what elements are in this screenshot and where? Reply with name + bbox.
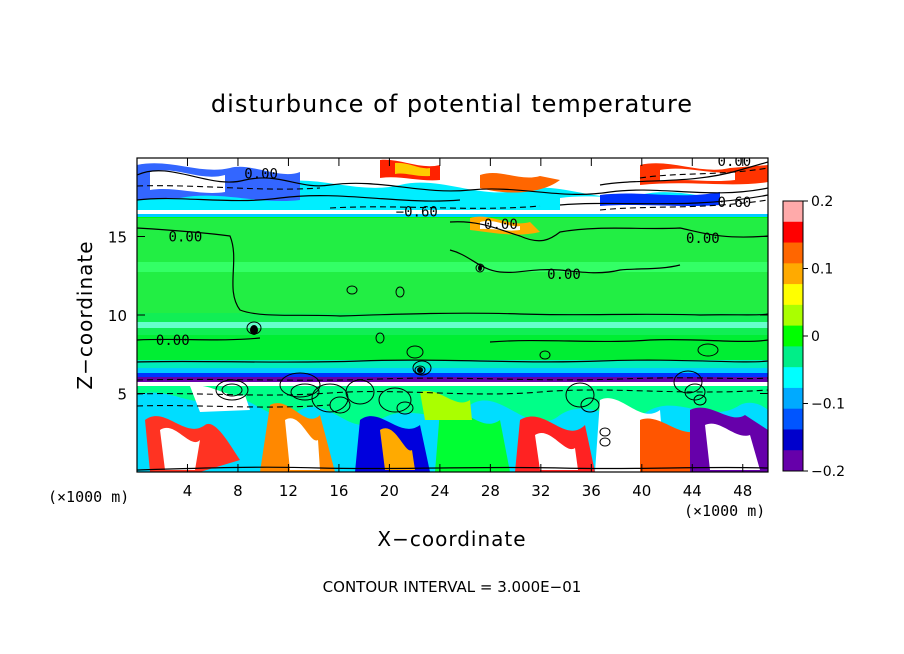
x-tick-label: 16 (329, 482, 348, 500)
x-tick-label: 48 (733, 482, 752, 500)
colorbar-segment (783, 263, 803, 285)
colorbar-tick-label: 0 (811, 329, 820, 345)
colorbar-tick-label: 0.2 (811, 194, 833, 210)
x-axis-label: X−coordinate (377, 527, 526, 551)
x-unit-right: (×1000 m) (684, 502, 765, 520)
colorbar-tick-label: −0.2 (811, 464, 845, 480)
chart-title: disturbunce of potential temperature (211, 90, 693, 118)
x-tick-label: 40 (632, 482, 651, 500)
x-tick-label: 28 (481, 482, 500, 500)
colorbar: 0.2 0.1 0 −0.1 −0.2 (782, 194, 845, 480)
contour-interval-footer: CONTOUR INTERVAL = 3.000E−01 (323, 578, 582, 596)
x-axis: 4 8 12 16 20 24 28 32 36 40 44 48 (183, 158, 752, 500)
colorbar-segment (783, 429, 803, 451)
y-tick-label: 10 (108, 307, 127, 325)
y-tick-label: 5 (117, 386, 127, 404)
colorbar-segment (783, 242, 803, 264)
contour-label: 0.00 (156, 333, 190, 349)
colorbar-segment (783, 408, 803, 430)
x-tick-label: 20 (380, 482, 399, 500)
contour-label: 0.00 (169, 230, 203, 246)
colorbar-tick-label: 0.1 (811, 262, 833, 278)
contour-label: 0.00 (718, 154, 752, 170)
colorbar-segment (783, 325, 803, 347)
colorbar-segment (783, 367, 803, 389)
contour-label: 0.00 (244, 167, 278, 183)
colorbar-segment (783, 304, 803, 327)
colorbar-segment (783, 284, 803, 306)
contour-label: 0.60 (718, 195, 752, 211)
x-tick-label: 24 (430, 482, 449, 500)
x-tick-label: 12 (279, 482, 298, 500)
colorbar-segment (783, 201, 803, 223)
y-axis-label: Z−coordinate (73, 240, 97, 389)
x-unit-left: (×1000 m) (48, 488, 129, 506)
colorbar-tick-label: −0.1 (811, 397, 845, 413)
x-tick-label: 36 (582, 482, 601, 500)
contour-label: −0.60 (396, 204, 438, 220)
contour-label: 0.00 (484, 217, 518, 233)
contour-label: 0.00 (686, 231, 720, 247)
colorbar-segment (783, 450, 803, 472)
colorbar-segment (783, 387, 803, 410)
x-tick-label: 32 (531, 482, 550, 500)
contour-label: 0.00 (547, 267, 581, 283)
colorbar-segment (783, 346, 803, 368)
y-axis: 5 10 15 (108, 229, 768, 404)
y-tick-label: 15 (108, 229, 127, 247)
colorbar-segment (783, 221, 803, 244)
heatmap-field: 0.00 −0.60 0.00 0.60 0.00 0.00 0.00 0.00 0.00 (137, 154, 768, 472)
x-tick-label: 4 (183, 482, 193, 500)
x-tick-label: 44 (683, 482, 702, 500)
x-tick-label: 8 (233, 482, 243, 500)
